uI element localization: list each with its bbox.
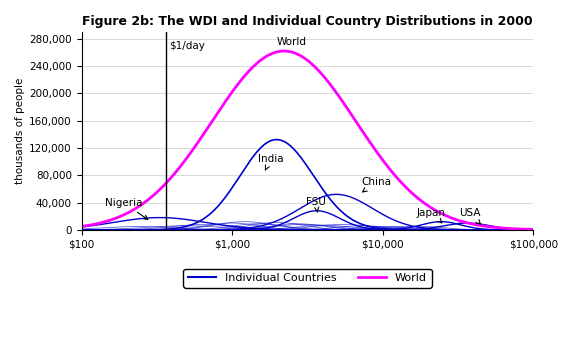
Text: FSU: FSU bbox=[306, 197, 326, 212]
Text: USA: USA bbox=[460, 208, 481, 224]
Text: Nigeria: Nigeria bbox=[105, 198, 148, 219]
Text: India: India bbox=[258, 154, 284, 170]
Text: Japan: Japan bbox=[417, 208, 446, 223]
Text: World: World bbox=[277, 37, 307, 47]
Title: Figure 2b: The WDI and Individual Country Distributions in 2000: Figure 2b: The WDI and Individual Countr… bbox=[82, 15, 533, 28]
Text: $1/day: $1/day bbox=[170, 41, 205, 51]
Legend: Individual Countries, World: Individual Countries, World bbox=[183, 269, 431, 288]
Text: China: China bbox=[361, 177, 391, 192]
Y-axis label: thousands of people: thousands of people bbox=[15, 78, 25, 184]
